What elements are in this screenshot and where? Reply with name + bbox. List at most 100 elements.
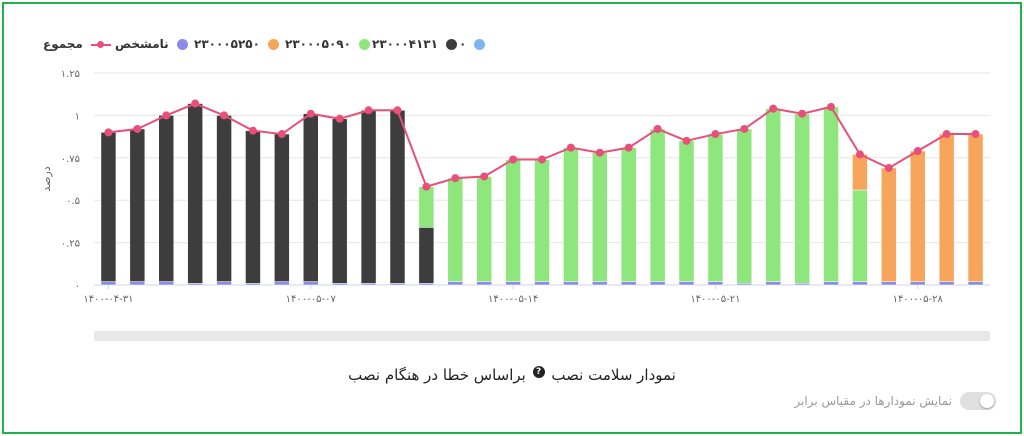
bar-segment-unknown[interactable]	[303, 281, 319, 286]
bar-segment-s23000525[interactable]	[967, 133, 984, 282]
chart-horizontal-scrollbar[interactable]	[94, 331, 990, 341]
bar-segment-unknown[interactable]	[447, 281, 464, 286]
total-point[interactable]	[248, 126, 257, 135]
total-point[interactable]	[769, 104, 778, 113]
bar-segment-s23000413[interactable]	[158, 115, 175, 282]
bar-segment-unknown[interactable]	[823, 281, 839, 286]
total-point[interactable]	[220, 111, 229, 120]
bar-segment-s23000509[interactable]	[765, 108, 781, 282]
legend-item-23000525[interactable]: ۲۳۰۰۰۵۲۵۰	[194, 37, 279, 51]
total-point[interactable]	[364, 106, 373, 115]
bar-segment-s23000413[interactable]	[389, 110, 406, 284]
legend-item-unknown[interactable]: نامشخص	[115, 37, 188, 51]
total-point[interactable]	[335, 114, 344, 123]
bar-segment-unknown[interactable]	[909, 281, 926, 286]
bar-segment-s23000509[interactable]	[794, 113, 810, 284]
total-point[interactable]	[277, 130, 286, 139]
total-point[interactable]	[798, 109, 807, 118]
total-point[interactable]	[480, 172, 489, 181]
bar-segment-unknown[interactable]	[100, 281, 117, 286]
equal-scale-toggle[interactable]	[960, 392, 996, 410]
legend-item-zero[interactable]: ۰	[459, 37, 486, 51]
bar-segment-s23000509[interactable]	[823, 106, 839, 282]
total-point[interactable]	[653, 124, 662, 133]
total-point[interactable]	[538, 155, 546, 164]
bar-segment-unknown[interactable]	[794, 283, 810, 286]
total-point[interactable]	[133, 124, 142, 133]
bar-segment-unknown[interactable]	[765, 281, 781, 286]
bar-segment-unknown[interactable]	[389, 283, 406, 286]
bar-segment-s23000509[interactable]	[476, 176, 492, 282]
bar-segment-unknown[interactable]	[331, 283, 348, 286]
bar-segment-unknown[interactable]	[852, 281, 868, 286]
total-point[interactable]	[624, 143, 633, 152]
total-point[interactable]	[740, 124, 749, 133]
bar-segment-s23000509[interactable]	[563, 147, 579, 282]
bar-segment-unknown[interactable]	[649, 281, 666, 286]
bar-segment-s23000509[interactable]	[678, 140, 695, 282]
legend-item-23000509[interactable]: ۲۳۰۰۰۵۰۹۰	[285, 37, 370, 51]
legend-item-23000413[interactable]: ۲۳۰۰۰۴۱۳۱	[372, 37, 457, 51]
bar-segment-unknown[interactable]	[881, 281, 897, 286]
bar-segment-s23000525[interactable]	[938, 133, 955, 282]
bar-segment-s23000509[interactable]	[418, 186, 435, 228]
bar-segment-unknown[interactable]	[592, 281, 608, 286]
bar-segment-s23000413[interactable]	[129, 128, 146, 282]
legend-item-total[interactable]: مجموع	[43, 37, 111, 51]
bar-segment-s23000509[interactable]	[852, 189, 868, 282]
bar-segment-unknown[interactable]	[736, 283, 753, 286]
bar-segment-s23000525[interactable]	[881, 167, 897, 282]
total-point[interactable]	[393, 106, 402, 115]
bar-segment-s23000413[interactable]	[216, 115, 232, 282]
total-point[interactable]	[191, 99, 200, 108]
bar-segment-s23000413[interactable]	[245, 130, 261, 284]
total-point[interactable]	[162, 111, 171, 120]
total-point[interactable]	[306, 109, 315, 118]
bar-segment-unknown[interactable]	[938, 281, 955, 286]
bar-segment-s23000525[interactable]	[909, 150, 926, 282]
total-point[interactable]	[827, 102, 836, 111]
bar-segment-s23000413[interactable]	[331, 118, 348, 284]
bar-segment-unknown[interactable]	[216, 281, 232, 286]
bar-segment-s23000413[interactable]	[100, 132, 117, 282]
bar-segment-unknown[interactable]	[187, 283, 203, 286]
bar-segment-s23000509[interactable]	[534, 159, 550, 282]
bar-segment-unknown[interactable]	[274, 281, 290, 286]
bar-segment-s23000413[interactable]	[360, 110, 377, 284]
bar-segment-s23000413[interactable]	[303, 113, 319, 282]
bar-segment-s23000509[interactable]	[620, 147, 637, 282]
bar-segment-unknown[interactable]	[707, 281, 724, 286]
bar-segment-unknown[interactable]	[360, 283, 377, 286]
total-point[interactable]	[855, 150, 864, 159]
bar-segment-unknown[interactable]	[620, 281, 637, 286]
total-point[interactable]	[884, 163, 893, 172]
total-point[interactable]	[913, 147, 922, 156]
total-point[interactable]	[422, 182, 431, 191]
total-point[interactable]	[711, 130, 720, 139]
total-point[interactable]	[509, 155, 518, 164]
bar-segment-s23000525[interactable]	[852, 154, 868, 191]
help-icon[interactable]: ?	[532, 366, 545, 378]
bar-segment-unknown[interactable]	[505, 281, 521, 286]
total-point[interactable]	[942, 130, 951, 139]
bar-segment-unknown[interactable]	[563, 281, 579, 286]
bar-segment-s23000509[interactable]	[592, 152, 608, 282]
bar-segment-unknown[interactable]	[158, 281, 175, 286]
bar-segment-s23000413[interactable]	[274, 133, 290, 282]
bar-segment-unknown[interactable]	[534, 281, 550, 286]
total-point[interactable]	[566, 143, 575, 152]
bar-segment-s23000509[interactable]	[707, 133, 724, 282]
bar-segment-unknown[interactable]	[129, 281, 146, 286]
bar-segment-s23000509[interactable]	[505, 159, 521, 282]
total-point[interactable]	[682, 136, 691, 145]
total-point[interactable]	[971, 130, 980, 139]
bar-segment-s23000509[interactable]	[736, 128, 753, 284]
bar-segment-unknown[interactable]	[418, 283, 435, 286]
bar-segment-s23000413[interactable]	[418, 227, 435, 284]
total-point[interactable]	[104, 128, 113, 137]
total-point[interactable]	[451, 174, 460, 183]
bar-segment-s23000509[interactable]	[447, 177, 464, 282]
bar-segment-unknown[interactable]	[678, 281, 695, 286]
bar-segment-unknown[interactable]	[245, 283, 261, 286]
bar-segment-s23000413[interactable]	[187, 103, 203, 284]
